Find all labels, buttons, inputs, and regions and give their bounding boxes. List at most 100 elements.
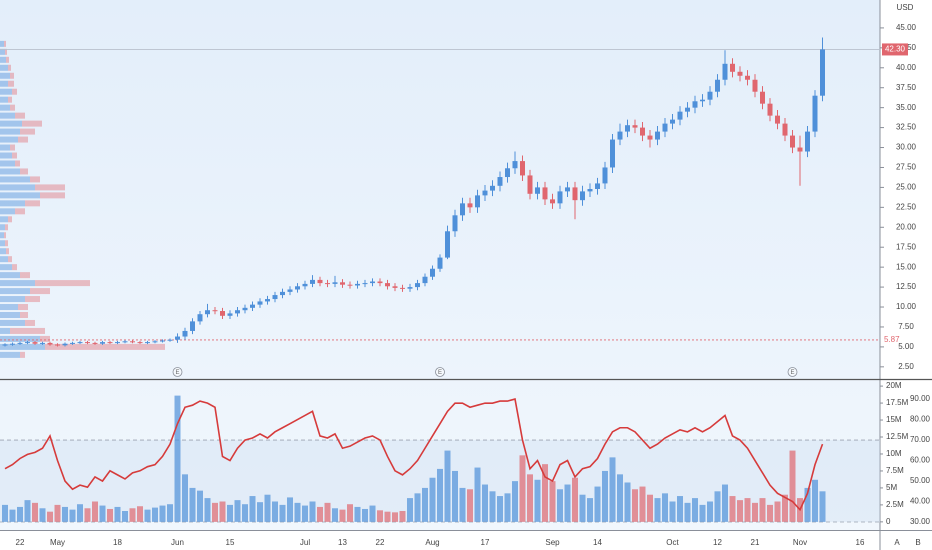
- profile-down: [10, 72, 14, 79]
- profile-down: [20, 312, 28, 318]
- candle-body: [460, 203, 465, 216]
- candle-body: [595, 183, 600, 189]
- volume-tick-label: 0: [886, 517, 891, 526]
- candle-body: [160, 340, 165, 342]
- candle-body: [745, 75, 750, 80]
- volume-bar: [174, 395, 181, 522]
- volume-bar: [654, 498, 661, 522]
- volume-bar: [62, 506, 68, 522]
- profile-down: [8, 216, 12, 223]
- profile-down: [18, 304, 28, 311]
- event-marker: [435, 367, 445, 377]
- volume-bar: [662, 493, 668, 522]
- candle-body: [497, 177, 503, 186]
- candle-body: [670, 119, 675, 124]
- volume-bar: [624, 482, 631, 522]
- volume-bar: [542, 464, 548, 522]
- volume-bar: [789, 450, 796, 522]
- scale-button[interactable]: A: [894, 538, 900, 547]
- candle-body: [287, 289, 293, 292]
- rsi-line: [4, 398, 824, 512]
- profile-down: [20, 272, 30, 279]
- candle-body: [475, 195, 480, 208]
- rsi-tick-label: 30.00: [910, 517, 931, 526]
- candle-body: [400, 287, 405, 289]
- scale-button[interactable]: B: [915, 538, 920, 547]
- x-tick-label: 15: [226, 538, 235, 547]
- volume-bar: [377, 510, 383, 522]
- candle-body: [302, 283, 308, 287]
- volume-bar: [782, 494, 788, 522]
- y-tick-label: 22.50: [896, 202, 917, 211]
- volume-bar: [572, 477, 578, 522]
- profile-up: [0, 72, 10, 79]
- marked-price-label: 5.87: [884, 335, 900, 344]
- profile-down: [10, 327, 45, 334]
- profile-up: [0, 160, 15, 167]
- currency: USD: [897, 3, 914, 12]
- event-marker: [172, 367, 183, 377]
- volume-bar: [752, 502, 758, 522]
- candle-body: [40, 342, 45, 344]
- candle-body: [482, 190, 488, 196]
- volume-bar: [759, 498, 766, 522]
- profile-up: [0, 48, 5, 55]
- profile-down: [30, 176, 40, 183]
- volume-bar: [429, 477, 436, 522]
- volume-bar: [107, 508, 113, 522]
- profile-down: [40, 335, 50, 342]
- candle-body: [2, 344, 8, 346]
- profile-up: [0, 296, 25, 303]
- y-tick-label: 30.00: [896, 143, 917, 152]
- candle-body: [107, 342, 113, 344]
- y-tick-label: 17.50: [896, 242, 917, 251]
- profile-down: [20, 168, 28, 175]
- candle-body: [775, 115, 780, 124]
- profile-up: [0, 192, 40, 199]
- volume-bar: [197, 490, 203, 522]
- volume-bar: [264, 494, 271, 522]
- profile-up: [0, 319, 25, 326]
- candle-body: [437, 257, 443, 269]
- candle-body: [512, 161, 518, 169]
- time-axis-background: [0, 530, 880, 550]
- volume-bar: [257, 502, 263, 522]
- candle-body: [265, 299, 270, 302]
- candle-body: [25, 342, 30, 344]
- profile-up: [0, 128, 20, 135]
- profile-down: [6, 248, 9, 255]
- rsi-tick-label: 60.00: [910, 456, 931, 465]
- candle-body: [550, 199, 555, 204]
- x-tick-label: 21: [751, 538, 760, 547]
- volume-bar: [804, 487, 811, 522]
- x-tick-label: May: [50, 538, 65, 547]
- candle-body: [197, 314, 203, 322]
- candle-body: [760, 91, 765, 104]
- candle-body: [535, 187, 540, 194]
- candle-body: [10, 343, 15, 345]
- volume-bar: [767, 504, 773, 522]
- profile-up: [0, 256, 8, 263]
- x-tick-label: Oct: [666, 538, 679, 547]
- volume-bar: [497, 496, 503, 522]
- volume-bar: [32, 502, 38, 522]
- candle-body: [70, 342, 75, 344]
- volume-bar: [114, 506, 121, 522]
- x-tick-label: 14: [593, 538, 602, 547]
- profile-up: [0, 304, 18, 311]
- volume-bar: [699, 504, 706, 522]
- profile-down: [15, 112, 25, 119]
- volume-bar: [182, 474, 188, 522]
- candle-body: [505, 168, 510, 178]
- volume-bar: [819, 491, 826, 522]
- volume-bar: [737, 500, 743, 522]
- candle-body: [445, 231, 450, 258]
- volume-bar: [452, 470, 458, 522]
- volume-bar: [122, 510, 128, 522]
- candle-body: [700, 99, 705, 102]
- candle-body: [805, 131, 810, 152]
- candle-body: [55, 344, 60, 346]
- volume-bar: [744, 498, 751, 522]
- candle-body: [220, 311, 225, 316]
- candle-body: [715, 79, 720, 92]
